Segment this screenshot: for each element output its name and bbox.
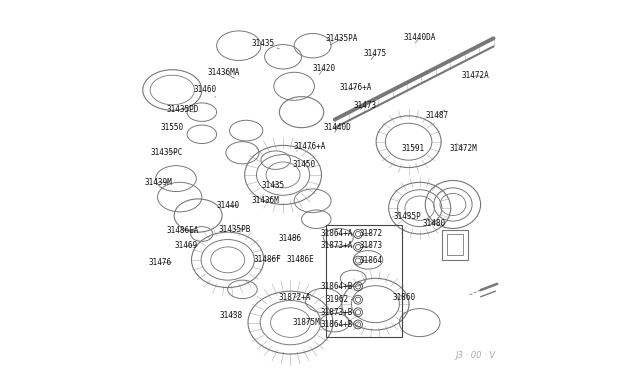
Text: 31436M: 31436M bbox=[252, 196, 279, 205]
Text: 31486E: 31486E bbox=[287, 255, 315, 264]
Text: 31480: 31480 bbox=[422, 219, 445, 228]
Text: 31436MA: 31436MA bbox=[208, 68, 240, 78]
Text: 31440DA: 31440DA bbox=[403, 33, 436, 43]
Text: 31487: 31487 bbox=[426, 110, 449, 120]
Text: 31476: 31476 bbox=[149, 258, 172, 267]
Text: 31460: 31460 bbox=[194, 85, 217, 97]
Text: 31860: 31860 bbox=[392, 293, 416, 302]
Text: 31440: 31440 bbox=[217, 201, 240, 210]
Text: 31864+A: 31864+A bbox=[321, 229, 353, 238]
Text: 31469: 31469 bbox=[175, 241, 198, 250]
Text: 31420: 31420 bbox=[312, 64, 335, 74]
Text: 31473: 31473 bbox=[353, 101, 376, 110]
Text: 31591: 31591 bbox=[401, 144, 424, 153]
Text: 31873: 31873 bbox=[360, 241, 383, 250]
Text: 31875M: 31875M bbox=[292, 318, 320, 327]
Text: 31472A: 31472A bbox=[461, 71, 489, 80]
Text: 31435: 31435 bbox=[252, 39, 280, 49]
Text: 31872: 31872 bbox=[360, 229, 383, 238]
Text: 31550: 31550 bbox=[160, 123, 184, 135]
Text: 31486F: 31486F bbox=[253, 255, 282, 264]
Text: 31486EA: 31486EA bbox=[166, 226, 199, 235]
Text: 31873+A: 31873+A bbox=[321, 241, 353, 250]
Text: 31435PA: 31435PA bbox=[326, 34, 358, 45]
Text: 31872+A: 31872+A bbox=[278, 293, 311, 302]
Text: 31873+B: 31873+B bbox=[321, 308, 353, 317]
Bar bbox=[442, 230, 468, 260]
Text: 31476+A: 31476+A bbox=[294, 142, 326, 151]
Text: 31435P: 31435P bbox=[394, 212, 422, 221]
Text: 31439M: 31439M bbox=[145, 178, 172, 187]
Text: 31486: 31486 bbox=[278, 234, 301, 243]
Text: 31435PB: 31435PB bbox=[218, 225, 250, 234]
Text: 31864+B: 31864+B bbox=[321, 320, 353, 329]
Bar bbox=[447, 234, 463, 255]
Text: 31438: 31438 bbox=[219, 311, 242, 320]
Text: 31476+A: 31476+A bbox=[340, 83, 372, 92]
Text: J3 · 00 · V: J3 · 00 · V bbox=[455, 351, 495, 360]
Bar bbox=[326, 225, 402, 337]
Text: 31475: 31475 bbox=[364, 49, 387, 60]
Text: 31440D: 31440D bbox=[324, 123, 351, 132]
Text: 31864+B: 31864+B bbox=[321, 282, 353, 291]
Text: 31864: 31864 bbox=[360, 256, 383, 265]
Text: 31435PD: 31435PD bbox=[166, 105, 199, 114]
Text: 31962: 31962 bbox=[325, 295, 353, 304]
Text: 31472M: 31472M bbox=[449, 144, 477, 153]
Text: 31435: 31435 bbox=[261, 181, 284, 190]
Text: 31450: 31450 bbox=[293, 160, 316, 169]
Text: 31435PC: 31435PC bbox=[150, 148, 183, 157]
